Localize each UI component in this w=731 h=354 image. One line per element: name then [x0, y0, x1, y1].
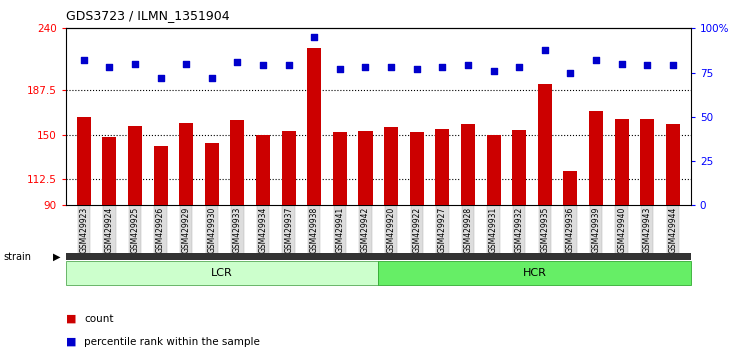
Bar: [666, 124, 680, 312]
Point: [667, 63, 678, 68]
Point: [283, 63, 295, 68]
Bar: [230, 120, 244, 312]
Point: [334, 66, 346, 72]
Bar: [128, 126, 142, 312]
Bar: [333, 132, 347, 312]
Bar: [154, 146, 167, 312]
Bar: [564, 171, 577, 312]
Point: [513, 64, 525, 70]
Bar: [589, 111, 603, 312]
Point: [257, 63, 269, 68]
Point: [539, 47, 550, 52]
Point: [385, 64, 397, 70]
Point: [360, 64, 371, 70]
Point: [641, 63, 653, 68]
Point: [462, 63, 474, 68]
Bar: [256, 135, 270, 312]
Point: [564, 70, 576, 75]
Text: HCR: HCR: [523, 268, 547, 278]
Bar: [640, 119, 654, 312]
Bar: [538, 84, 552, 312]
Point: [308, 34, 320, 40]
Point: [129, 61, 141, 67]
Bar: [205, 143, 219, 312]
Point: [232, 59, 243, 65]
Bar: [77, 117, 91, 312]
Point: [411, 66, 423, 72]
Point: [155, 75, 167, 81]
Text: count: count: [84, 314, 113, 324]
Text: percentile rank within the sample: percentile rank within the sample: [84, 337, 260, 347]
Bar: [358, 131, 373, 312]
Text: ■: ■: [66, 337, 76, 347]
Text: ■: ■: [66, 314, 76, 324]
Bar: [307, 48, 322, 312]
Point: [590, 57, 602, 63]
Point: [78, 57, 90, 63]
Bar: [461, 124, 475, 312]
Bar: [615, 119, 629, 312]
Text: GDS3723 / ILMN_1351904: GDS3723 / ILMN_1351904: [66, 9, 230, 22]
Text: ▶: ▶: [53, 252, 61, 262]
Point: [488, 68, 499, 74]
Point: [181, 61, 192, 67]
Bar: [409, 132, 424, 312]
Bar: [487, 135, 501, 312]
Point: [616, 61, 627, 67]
Point: [206, 75, 218, 81]
Bar: [281, 131, 295, 312]
Bar: [102, 137, 116, 312]
Text: strain: strain: [4, 252, 31, 262]
Point: [436, 64, 448, 70]
Point: [104, 64, 115, 70]
Bar: [384, 127, 398, 312]
Bar: [179, 123, 193, 312]
Bar: [435, 129, 450, 312]
Text: LCR: LCR: [211, 268, 233, 278]
Bar: [512, 130, 526, 312]
